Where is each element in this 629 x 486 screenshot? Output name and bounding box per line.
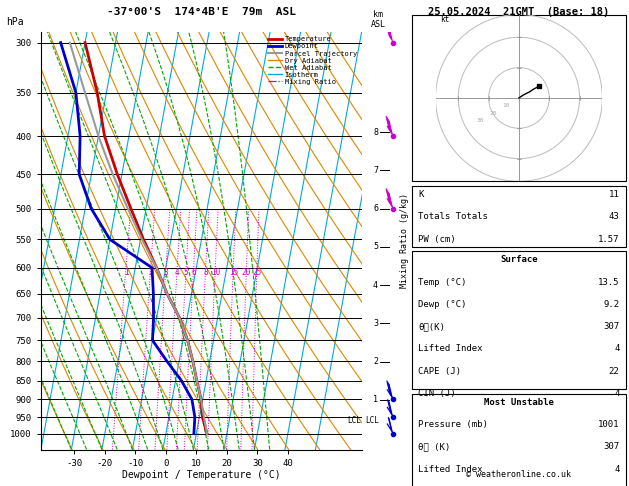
Text: © weatheronline.co.uk: © weatheronline.co.uk xyxy=(467,470,571,479)
Text: km
ASL: km ASL xyxy=(370,10,386,29)
Text: 2: 2 xyxy=(373,357,378,366)
Text: 13.5: 13.5 xyxy=(598,278,620,287)
Text: 4: 4 xyxy=(614,389,620,398)
Text: 11: 11 xyxy=(609,190,620,199)
Text: 3: 3 xyxy=(164,268,168,277)
Text: 43: 43 xyxy=(609,212,620,221)
Text: Totals Totals: Totals Totals xyxy=(418,212,488,221)
Text: 5: 5 xyxy=(184,268,189,277)
Text: K: K xyxy=(418,190,424,199)
Text: Lifted Index: Lifted Index xyxy=(418,465,483,474)
Text: Temp (°C): Temp (°C) xyxy=(418,278,467,287)
Text: 6: 6 xyxy=(373,204,378,213)
Text: LCL: LCL xyxy=(365,416,379,425)
Text: 9.2: 9.2 xyxy=(603,300,620,309)
Text: 4: 4 xyxy=(614,465,620,474)
Text: 22: 22 xyxy=(609,366,620,376)
Text: Pressure (mb): Pressure (mb) xyxy=(418,420,488,429)
Text: Dewp (°C): Dewp (°C) xyxy=(418,300,467,309)
Text: 25.05.2024  21GMT  (Base: 18): 25.05.2024 21GMT (Base: 18) xyxy=(428,7,610,17)
Text: 25: 25 xyxy=(252,268,262,277)
Text: θᴇ(K): θᴇ(K) xyxy=(418,322,445,331)
Text: 1: 1 xyxy=(373,395,378,404)
Text: θᴇ (K): θᴇ (K) xyxy=(418,442,450,451)
Text: PW (cm): PW (cm) xyxy=(418,235,456,243)
Text: 4: 4 xyxy=(614,344,620,353)
Legend: Temperature, Dewpoint, Parcel Trajectory, Dry Adiabat, Wet Adiabat, Isotherm, Mi: Temperature, Dewpoint, Parcel Trajectory… xyxy=(267,35,358,86)
X-axis label: Dewpoint / Temperature (°C): Dewpoint / Temperature (°C) xyxy=(122,470,281,480)
Text: 6: 6 xyxy=(191,268,196,277)
Text: 1: 1 xyxy=(124,268,128,277)
Text: LCL: LCL xyxy=(348,416,362,425)
Text: 307: 307 xyxy=(603,322,620,331)
Text: Surface: Surface xyxy=(500,255,538,264)
Text: 15: 15 xyxy=(229,268,238,277)
Text: 1001: 1001 xyxy=(598,420,620,429)
Text: hPa: hPa xyxy=(6,17,24,27)
Text: 307: 307 xyxy=(603,442,620,451)
Text: 10: 10 xyxy=(211,268,220,277)
Text: 20: 20 xyxy=(242,268,251,277)
Text: 5: 5 xyxy=(373,243,378,251)
Text: Mixing Ratio (g/kg): Mixing Ratio (g/kg) xyxy=(400,193,409,288)
Text: 8: 8 xyxy=(373,128,378,137)
Text: 2: 2 xyxy=(148,268,153,277)
Text: 4: 4 xyxy=(175,268,179,277)
Text: 1.57: 1.57 xyxy=(598,235,620,243)
Text: Lifted Index: Lifted Index xyxy=(418,344,483,353)
Text: 8: 8 xyxy=(203,268,208,277)
Text: -37°00'S  174°4B'E  79m  ASL: -37°00'S 174°4B'E 79m ASL xyxy=(107,7,296,17)
Text: 4: 4 xyxy=(373,280,378,290)
Text: 3: 3 xyxy=(373,319,378,328)
Text: Most Unstable: Most Unstable xyxy=(484,398,554,407)
Text: CAPE (J): CAPE (J) xyxy=(418,366,462,376)
Text: 7: 7 xyxy=(373,166,378,175)
Text: CIN (J): CIN (J) xyxy=(418,389,456,398)
